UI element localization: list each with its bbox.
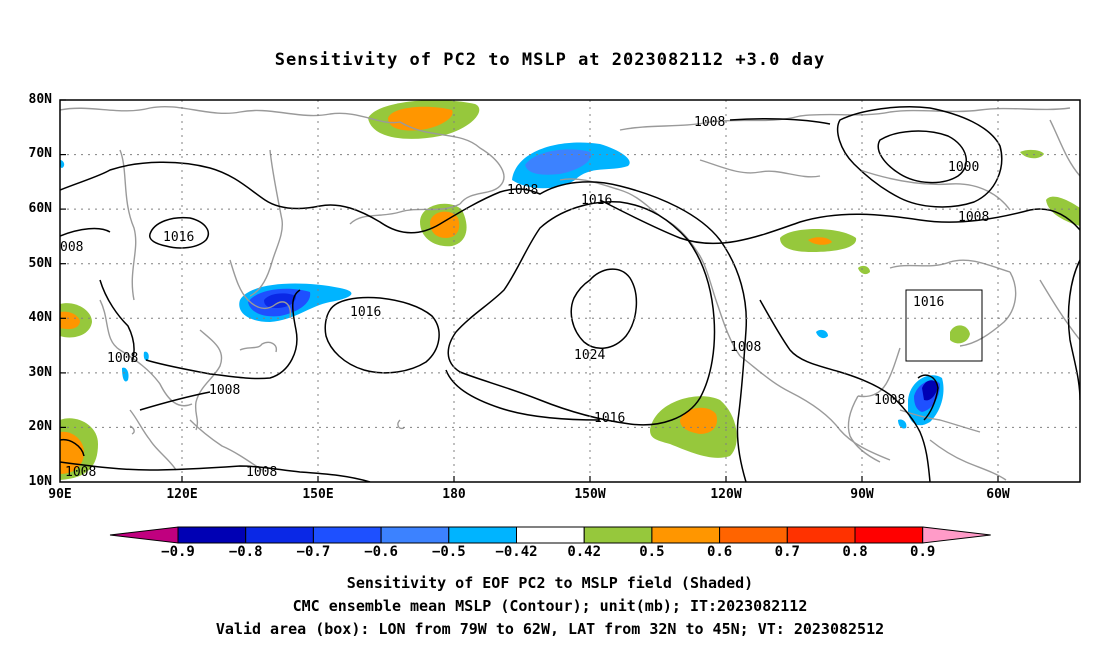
- contour-label: 1016: [581, 193, 612, 208]
- colorbar-tick-label: 0.42: [567, 544, 602, 560]
- shade-positive: [430, 211, 460, 238]
- lat-label: 40N: [28, 310, 52, 325]
- contour-label: 1024: [574, 348, 605, 363]
- contour-label: 1008: [209, 383, 240, 398]
- lat-label: 30N: [28, 365, 52, 380]
- colorbar-tick-label: −0.7: [296, 544, 331, 560]
- lon-label: 180: [442, 487, 466, 502]
- shade-negative: [816, 329, 828, 339]
- colorbar-tick-label: 0.8: [842, 544, 868, 560]
- contour-label: 1008: [874, 393, 905, 408]
- colorbar-tick-label: −0.5: [431, 544, 466, 560]
- shade-negative: [922, 380, 938, 401]
- grid-lines: [60, 100, 1080, 482]
- contour-label: 1008: [65, 465, 96, 480]
- contour-labels: 1008 1008 1008 1008 1008 1008 1008 1008 …: [60, 115, 989, 480]
- shade-negative: [122, 367, 129, 382]
- colorbar-tick-label: 0.6: [706, 544, 733, 560]
- axis-ticks: [60, 99, 999, 482]
- contour-label: 1008: [958, 210, 989, 225]
- shade-positive: [858, 265, 870, 275]
- contour-label: 1016: [163, 230, 194, 245]
- coastlines: [60, 105, 1080, 481]
- map-frame: [59, 99, 1081, 483]
- contour-label: 1008: [730, 340, 761, 355]
- colorbar-tick-label: −0.6: [364, 544, 398, 560]
- contour-label: 1008: [694, 115, 725, 130]
- contour-label: 1016: [350, 305, 381, 320]
- colorbar-tick-label: −0.8: [228, 544, 263, 560]
- lon-label: 150E: [302, 487, 334, 502]
- lat-label: 50N: [28, 256, 52, 271]
- lon-label: 60W: [986, 487, 1010, 502]
- contour-label: 008: [60, 240, 83, 255]
- lat-label: 80N: [28, 92, 52, 107]
- contour-label: 1008: [507, 183, 538, 198]
- shade-positive: [1020, 149, 1044, 159]
- shade-positive: [60, 311, 80, 330]
- lat-label: 10N: [28, 474, 52, 489]
- colorbar-tick-label: 0.5: [639, 544, 665, 560]
- mslp-contours: [60, 106, 1080, 482]
- contour-label: 1008: [246, 465, 277, 480]
- lon-label: 150W: [574, 487, 606, 502]
- lat-label: 20N: [28, 419, 52, 434]
- map-title: Sensitivity of PC2 to MSLP at 2023082112…: [274, 50, 826, 70]
- lat-label: 70N: [28, 146, 52, 161]
- caption-line-3: Valid area (box): LON from 79W to 62W, L…: [215, 620, 885, 638]
- colorbar-tick-label: 0.9: [910, 544, 936, 560]
- contour-label: 1016: [913, 295, 944, 310]
- shade-positive: [808, 237, 832, 245]
- shade-negative: [525, 149, 591, 175]
- caption-line-2: CMC ensemble mean MSLP (Contour); unit(m…: [292, 597, 808, 615]
- shade-negative: [60, 160, 65, 168]
- contour-label: 1000: [948, 160, 979, 175]
- shade-positive: [950, 325, 970, 344]
- caption-line-1: Sensitivity of EOF PC2 to MSLP field (Sh…: [346, 574, 754, 592]
- contour-label: 1008: [107, 351, 138, 366]
- lon-label: 120W: [710, 487, 742, 502]
- lon-label: 120E: [166, 487, 198, 502]
- valid-area-box: [905, 289, 983, 362]
- lon-label: 90E: [48, 487, 72, 502]
- shade-negative: [143, 351, 149, 361]
- colorbar-tick-label: 0.7: [774, 544, 800, 560]
- contour-label: 1016: [594, 411, 625, 426]
- shade-positive: [1046, 196, 1080, 226]
- shade-negative: [898, 419, 907, 429]
- colorbar-tick-label: −0.9: [161, 544, 195, 560]
- shade-positive: [680, 407, 718, 434]
- lon-label: 90W: [850, 487, 874, 502]
- colorbar-tick-label: −0.42: [495, 544, 538, 560]
- lat-label: 60N: [28, 201, 52, 216]
